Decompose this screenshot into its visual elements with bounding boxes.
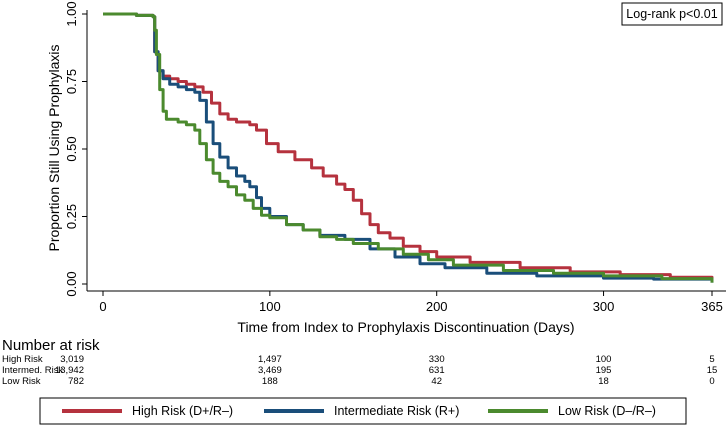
y-ticks: 0.00 0.25 0.50 0.75 1.00 (64, 1, 87, 297)
legend-label-1: High Risk (D+/R–) (132, 404, 233, 418)
risk-cell: 782 (68, 376, 84, 387)
risk-row-label: High Risk (2, 354, 43, 365)
annotation-text: Log-rank p<0.01 (626, 7, 717, 21)
x-tick-label: 0 (99, 299, 106, 314)
y-axis-title: Proportion Still Using Prophylaxis (46, 45, 62, 252)
risk-table-title: Number at risk (2, 337, 100, 354)
risk-cell: 42 (431, 376, 442, 387)
logrank-annotation: Log-rank p<0.01 (621, 2, 723, 26)
risk-cell: 195 (596, 365, 612, 376)
legend-box (39, 397, 687, 425)
x-tick-label: 200 (426, 299, 448, 314)
risk-cell: 188 (262, 376, 278, 387)
risk-cell: 5 (709, 354, 714, 365)
axes (86, 10, 726, 292)
risk-cell: 100 (596, 354, 612, 365)
risk-cell: 18 (598, 376, 609, 387)
legend-items: High Risk (D+/R–) Intermediate Risk (R+) L… (62, 404, 656, 418)
series-lines (103, 12, 714, 283)
x-tick-label: 300 (593, 299, 615, 314)
legend-label-2: Intermediate Risk (R+) (334, 404, 459, 418)
x-tick-label: 100 (259, 299, 281, 314)
risk-cell: 631 (429, 365, 445, 376)
risk-cell: 3,019 (60, 354, 84, 365)
risk-row-label: Intermed. Risk (2, 365, 63, 376)
risk-cell: 330 (429, 354, 445, 365)
series-line-1 (103, 12, 714, 282)
risk-cell: 3,469 (258, 365, 282, 376)
series-line-2 (103, 12, 714, 283)
legend-label-3: Low Risk (D–/R–) (558, 404, 656, 418)
x-ticks: 0 100 200 300 365 (99, 291, 723, 314)
y-tick-label: 0.50 (64, 136, 79, 161)
y-tick-label: 0.00 (64, 271, 79, 296)
risk-cell: 15 (707, 365, 718, 376)
x-axis-title: Time from Index to Prophylaxis Discontin… (237, 319, 574, 335)
x-tick-label: 365 (701, 299, 723, 314)
legend: High Risk (D+/R–) Intermediate Risk (R+) L… (39, 397, 687, 425)
annotation-box (621, 2, 723, 26)
risk-cell: 13,942 (55, 365, 84, 376)
risk-cell: 1,497 (258, 354, 282, 365)
series-line-3 (103, 12, 714, 283)
risk-table: High Risk 3,019 1,497 330 100 5 Intermed. Risk… (2, 354, 717, 387)
y-tick-label: 0.25 (64, 204, 79, 229)
y-tick-label: 1.00 (64, 1, 79, 26)
y-tick-label: 0.75 (64, 69, 79, 94)
risk-row-label: Low Risk (2, 376, 41, 387)
risk-cell: 0 (709, 376, 714, 387)
